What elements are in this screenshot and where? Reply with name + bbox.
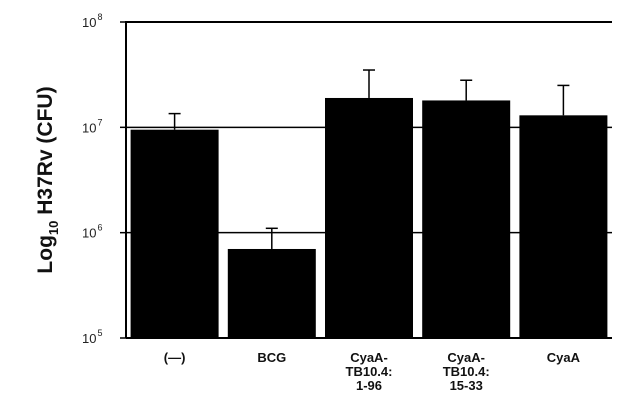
y-tick-exponent-0: 5 bbox=[97, 328, 102, 338]
y-tick-exponent-3: 8 bbox=[97, 12, 102, 22]
x-category-label-2-line-1: TB10.4: bbox=[346, 364, 393, 379]
x-category-label-3-line-0: CyaA- bbox=[447, 350, 485, 365]
error-bars bbox=[168, 69, 570, 249]
x-category-label-2-line-0: CyaA- bbox=[350, 350, 388, 365]
y-axis-label-prefix: Log bbox=[34, 235, 57, 273]
bar-1 bbox=[227, 248, 316, 338]
axes bbox=[120, 21, 612, 339]
y-tick-base-1: 10 bbox=[82, 226, 96, 241]
x-category-label-2-line-2: 1-96 bbox=[356, 378, 382, 393]
y-tick-exponent-1: 6 bbox=[97, 223, 102, 233]
x-category-label-1-line-0: BCG bbox=[257, 350, 286, 365]
x-category-label-0: (—) bbox=[164, 350, 186, 365]
y-tick-exponent-2: 7 bbox=[97, 117, 102, 127]
y-axis-label: Log10 H37Rv (CFU) bbox=[34, 86, 61, 273]
x-category-label-3-line-1: TB10.4: bbox=[443, 364, 490, 379]
y-tick-base-3: 10 bbox=[82, 15, 96, 30]
x-category-label-3-line-2: 15-33 bbox=[450, 378, 483, 393]
y-axis-label-suffix: H37Rv (CFU) bbox=[34, 86, 57, 220]
bar-2 bbox=[325, 97, 413, 339]
x-category-label-4: CyaA bbox=[547, 350, 581, 365]
y-tick-label-3: 108 bbox=[82, 12, 102, 30]
bar-4 bbox=[519, 115, 608, 338]
y-tick-label-1: 106 bbox=[82, 223, 102, 241]
x-category-label-3: CyaA-TB10.4: 15-33 bbox=[443, 350, 490, 393]
y-tick-base-2: 10 bbox=[82, 120, 96, 135]
y-tick-label-2: 107 bbox=[82, 117, 102, 135]
x-category-label-4-line-0: CyaA bbox=[547, 350, 581, 365]
y-tick-label-0: 105 bbox=[82, 328, 102, 346]
y-axis-label-subscript: 10 bbox=[46, 221, 61, 235]
bar-3 bbox=[422, 100, 511, 338]
x-category-label-1: BCG bbox=[257, 350, 286, 365]
y-tick-base-0: 10 bbox=[82, 331, 96, 346]
x-category-label-0-line-0: (—) bbox=[164, 350, 186, 365]
x-category-label-2: CyaA-TB10.4: 1-96 bbox=[346, 350, 393, 393]
bars bbox=[130, 97, 608, 339]
bar-0 bbox=[130, 129, 219, 338]
